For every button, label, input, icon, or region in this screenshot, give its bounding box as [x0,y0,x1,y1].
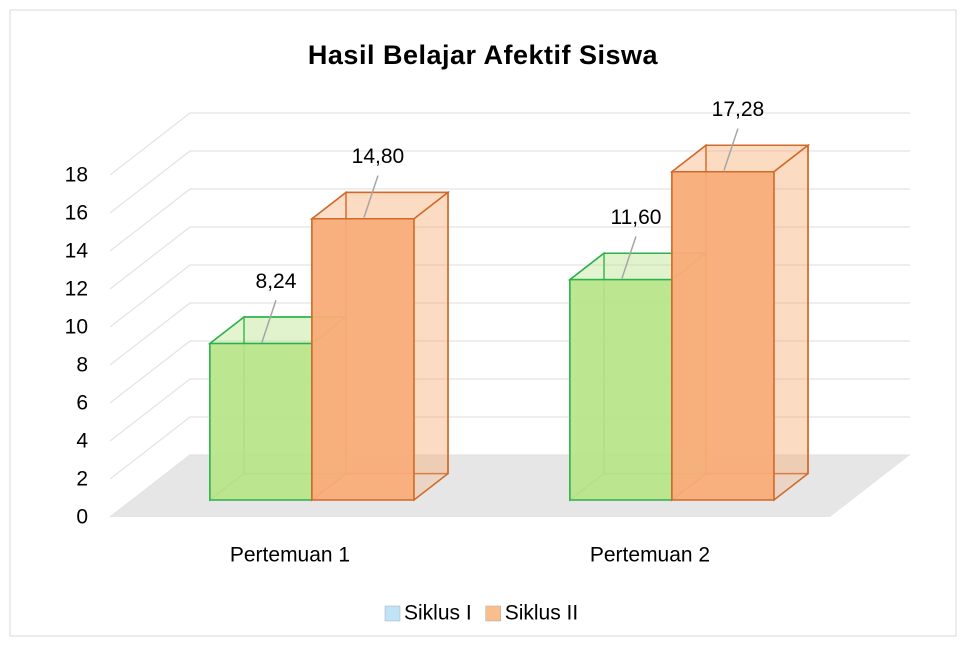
bar-front [311,218,415,501]
legend-label: Siklus II [505,602,579,625]
chart-title: Hasil Belajar Afektif Siswa [308,40,659,70]
bar-front [209,342,313,501]
y-tick-label: 6 [76,392,88,415]
y-tick-label: 0 [76,506,88,529]
value-label: 17,28 [712,98,765,121]
y-tick-label: 8 [76,354,88,377]
y-tick-label: 12 [65,278,88,301]
x-tick-label: Pertemuan 1 [230,544,350,567]
y-tick-label: 2 [76,468,88,491]
y-tick-label: 14 [65,240,89,263]
legend-swatch [384,605,401,622]
leader-line [261,300,277,343]
legend-label: Siklus I [404,602,472,625]
value-label: 14,80 [352,145,405,168]
leader-line [363,175,379,218]
y-tick-label: 16 [65,202,88,225]
value-label: 8,24 [256,270,297,293]
bar-front [671,170,775,501]
grid-line [109,112,910,176]
leader-line [723,128,739,171]
bar-side [413,190,449,502]
x-tick-label: Pertemuan 2 [590,544,710,567]
grid-line [109,226,910,290]
y-tick-label: 10 [65,316,88,339]
bar-front [569,278,673,501]
chart-frame [9,9,957,637]
leader-line [621,236,637,279]
value-label: 11,60 [610,206,661,229]
grid-line [109,264,910,328]
bar-side [773,143,809,502]
y-tick-label: 4 [76,430,88,453]
grid-line [109,150,910,214]
y-tick-label: 18 [65,164,88,187]
grid-line [109,188,910,252]
legend-swatch [485,605,501,622]
